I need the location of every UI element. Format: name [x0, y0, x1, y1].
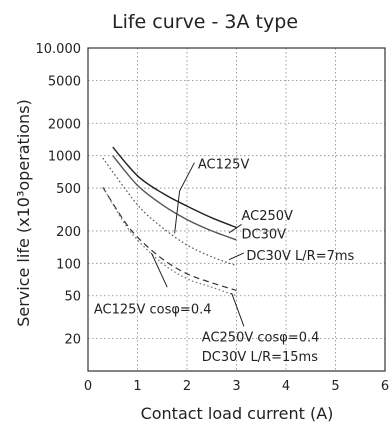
x-tick-label: 6 [381, 379, 389, 394]
annotation-leader [174, 162, 195, 234]
y-axis-title: Service life (x10³operations) [14, 99, 33, 327]
annotation-leader [228, 223, 242, 234]
annotation-label: AC125V cosφ=0.4 [94, 303, 212, 318]
y-tick-label: 50 [64, 290, 81, 305]
x-axis-ticks: 0 1 2 3 4 5 6 [84, 379, 389, 394]
x-tick-label: 3 [232, 379, 240, 394]
x-axis-title: Contact load current (A) [141, 404, 334, 423]
y-axis-ticks: 10.000 5000 2000 1000 500 200 100 50 20 [36, 42, 82, 348]
annotation-label: DC30V L/R=15ms [202, 350, 318, 365]
y-tick-label: 5000 [48, 74, 81, 89]
annotation-leader [150, 252, 168, 288]
annotation-leader [228, 252, 245, 261]
plot-frame [87, 47, 386, 372]
y-tick-label: 20 [64, 333, 81, 348]
x-tick-label: 1 [133, 379, 141, 394]
annotation-label: DC30V L/R=7ms [246, 249, 354, 264]
grid-layer [88, 48, 385, 371]
y-tick-label: 10.000 [36, 42, 82, 57]
series-line [112, 155, 237, 241]
x-tick-label: 0 [84, 379, 92, 394]
series-line [102, 186, 237, 297]
x-tick-label: 2 [183, 379, 191, 394]
series-line [112, 146, 237, 229]
annotation-layer: AC125V AC250V DC30V DC30V L/R=7ms AC125V cos… [94, 157, 355, 365]
series-line [102, 186, 237, 291]
series-line [102, 157, 237, 267]
annotation-leader [231, 292, 245, 327]
series-layer [102, 146, 237, 297]
chart-title: Life curve - 3A type [112, 11, 298, 33]
y-tick-label: 500 [56, 182, 81, 197]
y-tick-label: 100 [56, 257, 81, 272]
annotation-label: AC125V [198, 157, 250, 172]
y-tick-label: 2000 [48, 117, 81, 132]
y-tick-label: 1000 [48, 150, 81, 165]
annotation-label: AC250V [242, 209, 294, 224]
annotation-label: DC30V [242, 227, 287, 242]
annotation-label: AC250V cosφ=0.4 [202, 330, 320, 345]
x-tick-label: 5 [331, 379, 339, 394]
y-tick-label: 200 [56, 225, 81, 240]
x-tick-label: 4 [282, 379, 290, 394]
